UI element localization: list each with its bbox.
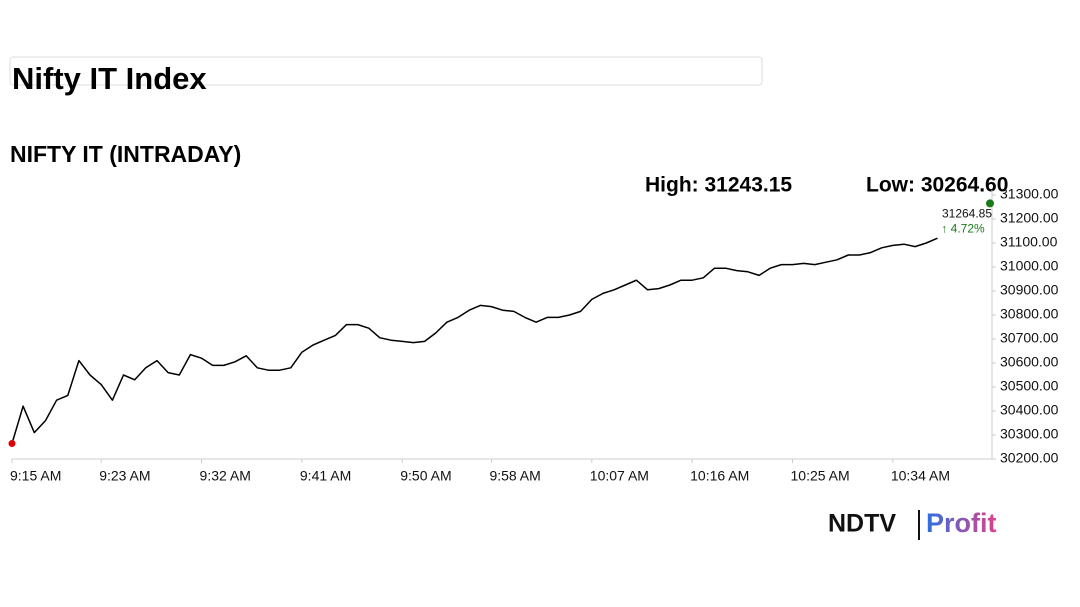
y-tick-label: 31300.00: [1000, 186, 1059, 202]
x-tick-label: 10:07 AM: [590, 468, 649, 484]
logo-right: Profit: [926, 508, 997, 538]
x-tick-label: 9:23 AM: [99, 468, 150, 484]
start-point: [8, 439, 16, 447]
y-tick-label: 30900.00: [1000, 282, 1059, 298]
low-label: Low: 30264.60: [866, 174, 1008, 197]
y-tick-label: 31200.00: [1000, 210, 1059, 226]
title-box: [9, 56, 763, 86]
y-tick-label: 31000.00: [1000, 258, 1059, 274]
x-tick-label: 9:50 AM: [400, 468, 451, 484]
change-label: ↑ 4.72%: [941, 222, 985, 236]
logo-left: NDTV: [828, 510, 896, 538]
y-tick-label: 30800.00: [1000, 306, 1059, 322]
x-tick-label: 9:32 AM: [200, 468, 251, 484]
page-title: Nifty IT Index: [12, 61, 207, 96]
high-label: High: 31243.15: [645, 174, 792, 197]
y-tick-label: 30500.00: [1000, 378, 1059, 394]
x-tick-label: 9:41 AM: [300, 468, 351, 484]
chart-title: NIFTY IT (INTRADAY): [10, 141, 241, 167]
x-tick-label: 9:58 AM: [489, 468, 540, 484]
last-value-label: 31264.85: [942, 207, 992, 221]
price-line: [11, 237, 938, 444]
last-point: [986, 199, 994, 208]
x-tick-label: 10:34 AM: [891, 468, 950, 484]
y-tick-label: 30600.00: [1000, 354, 1059, 370]
y-tick-label: 30200.00: [1000, 450, 1059, 466]
y-tick-label: 30700.00: [1000, 330, 1059, 346]
x-tick-label: 10:16 AM: [690, 468, 749, 484]
y-tick-label: 31100.00: [1000, 234, 1058, 250]
y-tick-label: 30300.00: [1000, 426, 1059, 442]
y-tick-label: 30400.00: [1000, 402, 1059, 418]
x-tick-label: 10:25 AM: [791, 468, 850, 484]
x-tick-label: 9:15 AM: [10, 468, 61, 484]
